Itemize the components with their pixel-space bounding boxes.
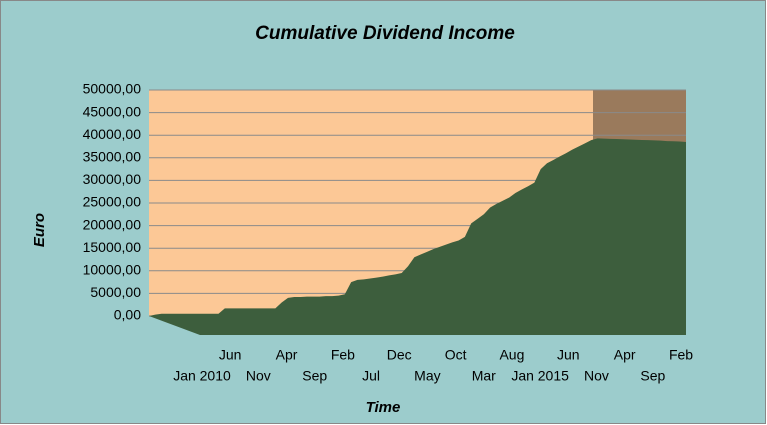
x-tick-label: Sep [302, 368, 327, 384]
x-tick-label: Jun [219, 347, 242, 363]
x-tick-label: Apr [614, 347, 636, 363]
x-tick-label: Sep [640, 368, 665, 384]
area-floor [149, 316, 686, 335]
area [149, 138, 686, 316]
x-tick-label: Nov [584, 368, 609, 384]
x-tick-label: Jan 2010 [173, 368, 231, 384]
y-tick-label: 25000,00 [83, 194, 142, 210]
y-tick-label: 0,00 [114, 307, 141, 323]
x-tick-label: Aug [499, 347, 524, 363]
x-tick-label: Mar [472, 368, 496, 384]
x-tick-label: May [414, 368, 440, 384]
x-tick-label: Feb [331, 347, 355, 363]
y-axis-title: Euro [31, 213, 48, 247]
x-tick-label: Apr [276, 347, 298, 363]
x-tick-label: Jan 2015 [511, 368, 569, 384]
x-axis-title: Time [366, 399, 401, 416]
y-tick-label: 5000,00 [90, 284, 141, 300]
x-tick-label: Oct [445, 347, 467, 363]
chart-title: Cumulative Dividend Income [255, 23, 515, 44]
y-tick-label: 30000,00 [83, 171, 142, 187]
y-tick-label: 45000,00 [83, 103, 142, 119]
x-tick-label: Dec [387, 347, 412, 363]
x-tick-label: Jun [557, 347, 580, 363]
x-tick-label: Nov [246, 368, 271, 384]
y-tick-label: 20000,00 [83, 216, 142, 232]
x-tick-label: Feb [669, 347, 693, 363]
x-tick-label: Jul [362, 368, 380, 384]
y-tick-label: 15000,00 [83, 239, 142, 255]
y-tick-label: 35000,00 [83, 149, 142, 165]
y-tick-label: 10000,00 [83, 262, 142, 278]
y-tick-label: 40000,00 [83, 126, 142, 142]
y-tick-label: 50000,00 [83, 81, 142, 97]
